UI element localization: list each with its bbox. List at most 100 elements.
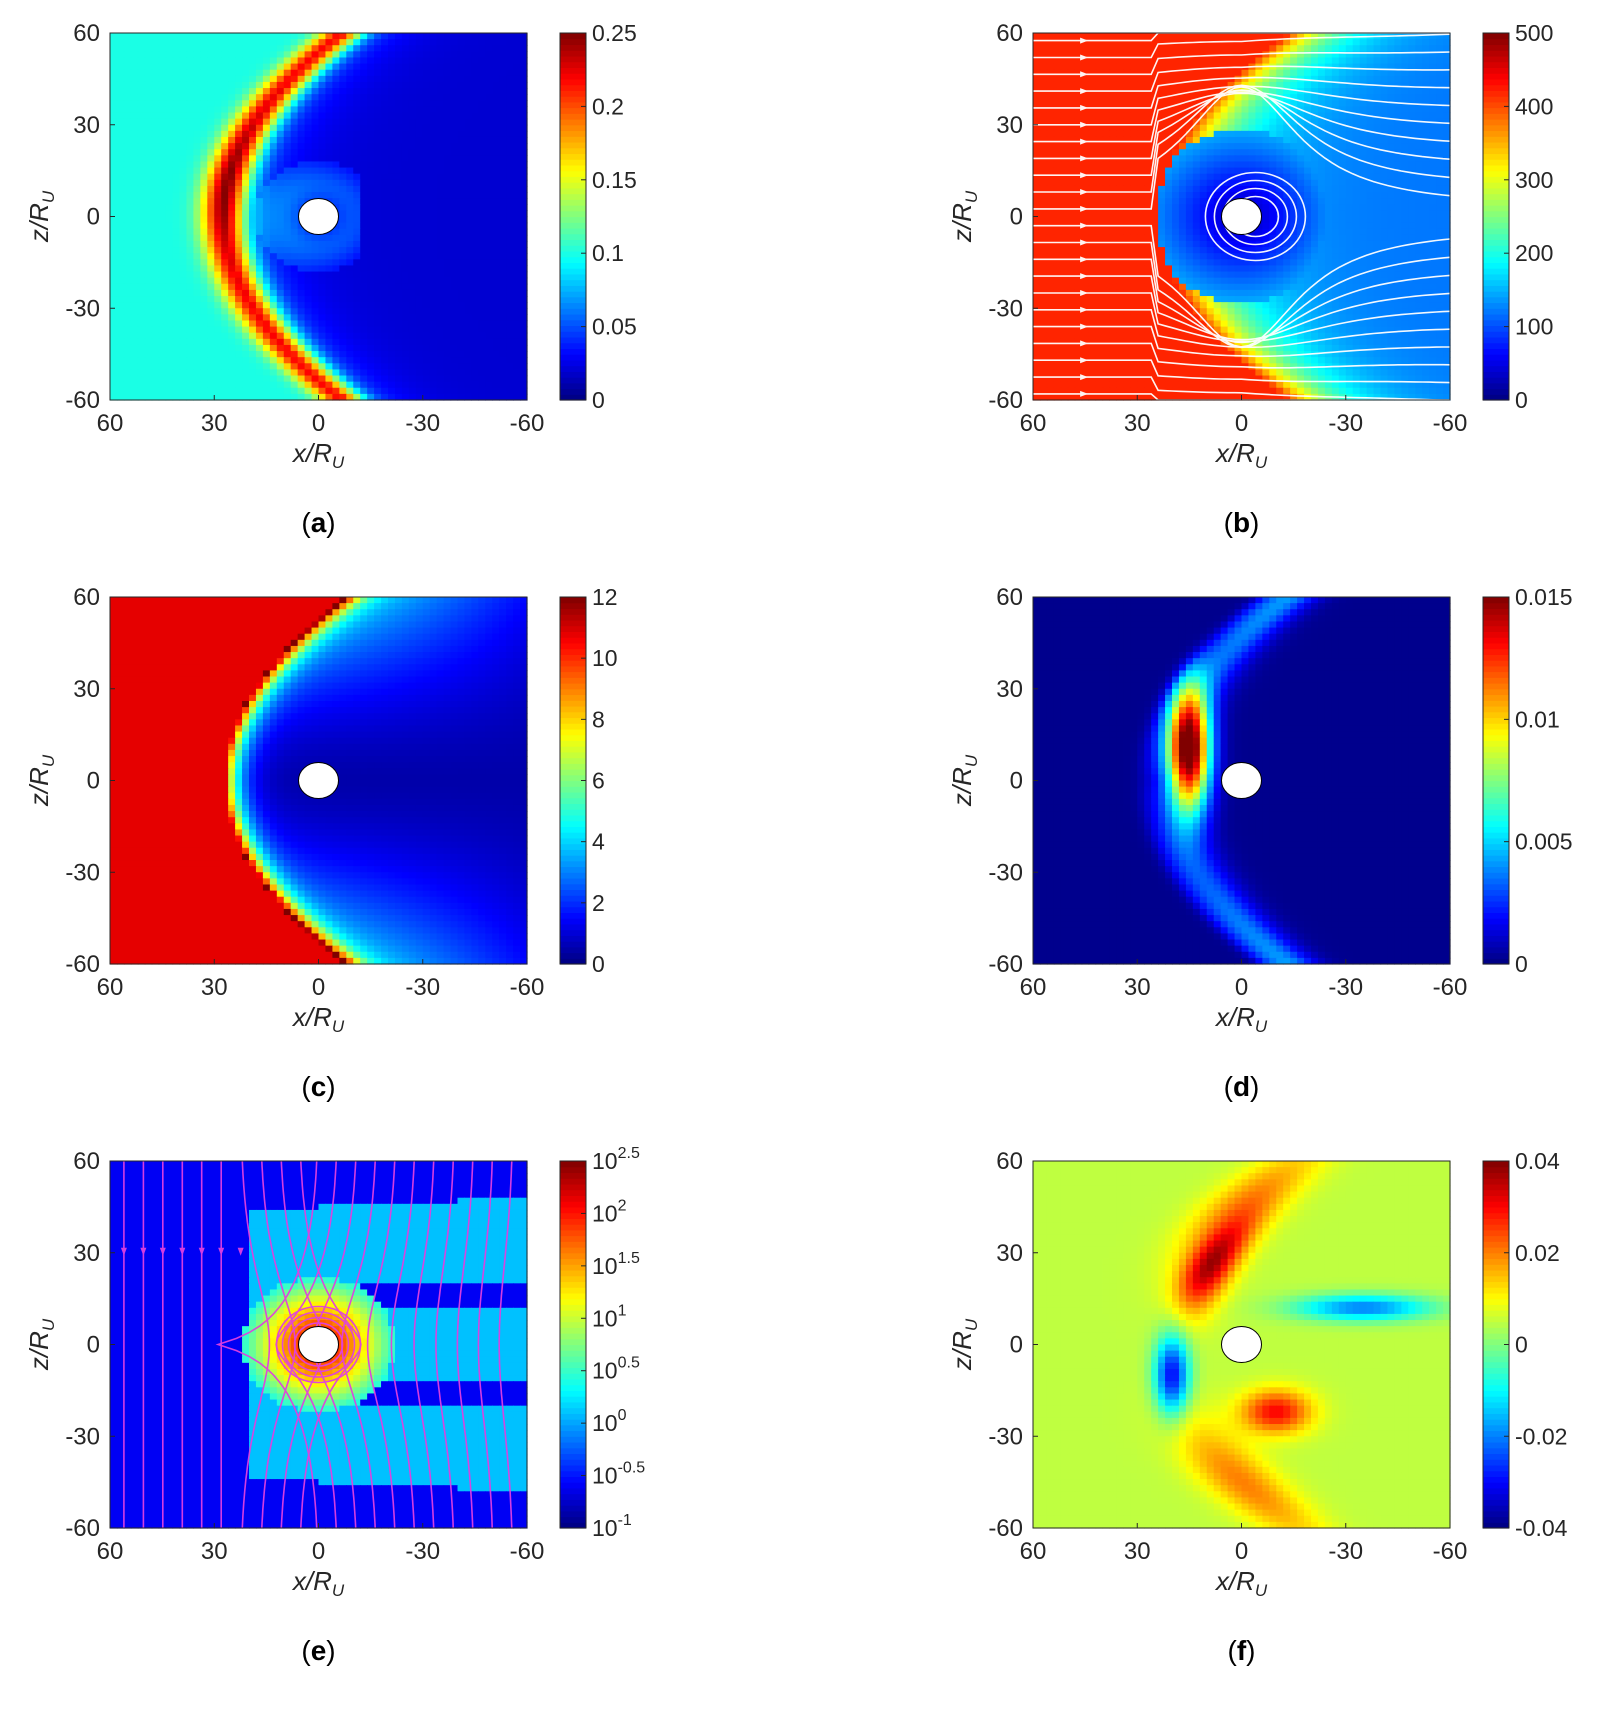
flow-arrow bbox=[1080, 155, 1089, 162]
colorbar: 10-1 10-0.5 100 100.5 101 101.5 102 102.5 bbox=[559, 1145, 645, 1541]
x-tick-label: -60 bbox=[510, 410, 545, 437]
planet-disk bbox=[1221, 762, 1262, 799]
x-tick-label: -60 bbox=[510, 974, 545, 1001]
flow-arrow bbox=[1080, 172, 1089, 179]
planet-disk bbox=[298, 762, 339, 799]
colorbar-tick-label: 300 bbox=[1515, 167, 1553, 193]
x-tick-label: 30 bbox=[1124, 1538, 1151, 1565]
flow-arrow bbox=[1080, 71, 1089, 78]
colorbar-tick-label: 0.02 bbox=[1515, 1240, 1560, 1266]
y-axis-label: z/RU bbox=[947, 190, 981, 243]
planet-disk bbox=[298, 1326, 339, 1363]
flow-arrow bbox=[237, 1247, 244, 1256]
colorbar-tick-label: 0.25 bbox=[592, 20, 637, 46]
y-axis-label: z/RU bbox=[947, 754, 981, 807]
x-tick-label: 60 bbox=[1020, 410, 1047, 437]
x-axis-label: x/RU bbox=[291, 1002, 345, 1036]
colorbar: 0 0.005 0.01 0.015 bbox=[1482, 584, 1573, 977]
flow-arrow bbox=[159, 1247, 166, 1256]
colorbar-tick-label: 0.05 bbox=[592, 314, 637, 340]
x-tick-label: -60 bbox=[1433, 1538, 1468, 1565]
panel-d: 60 30 0 -30 -6060300-30-60x/RUz/RU00.0050.01… bbox=[947, 584, 1573, 1102]
colorbar: 0 100 200 300 400 500 bbox=[1482, 20, 1553, 413]
y-tick-label: 0 bbox=[87, 204, 100, 231]
y-tick-label: -30 bbox=[65, 295, 100, 322]
x-tick-label: 0 bbox=[1235, 410, 1248, 437]
panel-caption: (e) bbox=[301, 1635, 335, 1666]
colorbar-tick-label: 0 bbox=[1515, 387, 1528, 413]
flow-arrow bbox=[1080, 189, 1089, 196]
colorbar: 0 2 4 6 8 10 12 bbox=[559, 584, 618, 977]
y-tick-label: 60 bbox=[73, 1148, 100, 1175]
colorbar-tick-label: 0 bbox=[592, 387, 605, 413]
flow-arrow bbox=[1080, 37, 1089, 44]
y-axis-label: z/RU bbox=[24, 190, 58, 243]
flow-arrow bbox=[1080, 222, 1089, 229]
panel-caption: (c) bbox=[301, 1071, 335, 1102]
x-tick-label: -60 bbox=[510, 1538, 545, 1565]
x-axis-label: x/RU bbox=[1214, 1002, 1268, 1036]
heatmap bbox=[110, 597, 528, 965]
y-tick-label: 0 bbox=[1010, 1332, 1023, 1359]
x-tick-label: 30 bbox=[201, 974, 228, 1001]
flow-arrow bbox=[1080, 390, 1089, 397]
y-tick-label: -30 bbox=[988, 1423, 1023, 1450]
flow-arrow bbox=[1080, 374, 1089, 381]
colorbar-tick-label: 0.15 bbox=[592, 167, 637, 193]
colorbar-tick-label: 400 bbox=[1515, 93, 1553, 119]
panel-caption: (a) bbox=[301, 507, 335, 538]
panel-b: 60 30 0 -30 -6060300-30-60x/RUz/RU0100200300… bbox=[947, 20, 1553, 538]
x-tick-label: 0 bbox=[1235, 1538, 1248, 1565]
colorbar-tick-label: 0 bbox=[592, 951, 605, 977]
colorbar-tick-label: 10-1 bbox=[592, 1512, 632, 1541]
x-tick-label: -30 bbox=[405, 974, 440, 1001]
x-tick-label: 30 bbox=[201, 410, 228, 437]
colorbar-tick-label: 0 bbox=[1515, 1332, 1528, 1358]
x-tick-label: 60 bbox=[97, 1538, 124, 1565]
x-axis-label: x/RU bbox=[1214, 438, 1268, 472]
y-tick-label: 0 bbox=[87, 768, 100, 795]
x-tick-label: 60 bbox=[1020, 974, 1047, 1001]
x-axis-label: x/RU bbox=[1214, 1566, 1268, 1600]
flow-arrow bbox=[1080, 104, 1089, 111]
colorbar-tick-label: 10-0.5 bbox=[592, 1460, 645, 1489]
x-tick-label: -30 bbox=[1328, 410, 1363, 437]
heatmap bbox=[1033, 1161, 1451, 1529]
flow-arrow bbox=[198, 1247, 205, 1256]
flow-arrow bbox=[1080, 205, 1089, 212]
colorbar-tick-label: 0.01 bbox=[1515, 706, 1560, 732]
flow-arrow bbox=[1080, 323, 1089, 330]
flow-arrow bbox=[120, 1247, 127, 1256]
y-tick-label: -60 bbox=[988, 1515, 1023, 1542]
flow-arrow bbox=[1080, 273, 1089, 280]
x-tick-label: 0 bbox=[1235, 974, 1248, 1001]
y-tick-label: -60 bbox=[988, 387, 1023, 414]
y-tick-label: 30 bbox=[996, 112, 1023, 139]
colorbar-tick-label: 102 bbox=[592, 1197, 627, 1226]
flow-arrow bbox=[140, 1247, 147, 1256]
x-tick-label: 0 bbox=[312, 974, 325, 1001]
colorbar-tick-label: 2 bbox=[592, 890, 605, 916]
y-tick-label: 30 bbox=[73, 1240, 100, 1267]
x-tick-label: 0 bbox=[312, 410, 325, 437]
planet-disk bbox=[1221, 1326, 1262, 1363]
x-tick-label: -60 bbox=[1433, 410, 1468, 437]
y-tick-label: 0 bbox=[1010, 768, 1023, 795]
heatmap bbox=[1033, 597, 1451, 965]
flow-arrow bbox=[1080, 289, 1089, 296]
y-tick-label: -30 bbox=[65, 1423, 100, 1450]
panel-e: 60 30 0 -30 -6060300-30-60x/RUz/RU10-110-0.5… bbox=[24, 1145, 645, 1666]
y-tick-label: 30 bbox=[73, 112, 100, 139]
x-tick-label: -30 bbox=[405, 1538, 440, 1565]
colorbar-tick-label: 0.1 bbox=[592, 240, 624, 266]
heatmap bbox=[110, 33, 528, 401]
colorbar-tick-label: 0.015 bbox=[1515, 584, 1573, 610]
colorbar-tick-label: -0.02 bbox=[1515, 1423, 1567, 1449]
x-tick-label: -30 bbox=[1328, 974, 1363, 1001]
y-tick-label: 30 bbox=[996, 1240, 1023, 1267]
colorbar-tick-label: 100 bbox=[1515, 314, 1553, 340]
y-tick-label: -60 bbox=[65, 951, 100, 978]
heatmap bbox=[1033, 33, 1451, 401]
flow-arrow bbox=[1080, 357, 1089, 364]
x-tick-label: -30 bbox=[405, 410, 440, 437]
